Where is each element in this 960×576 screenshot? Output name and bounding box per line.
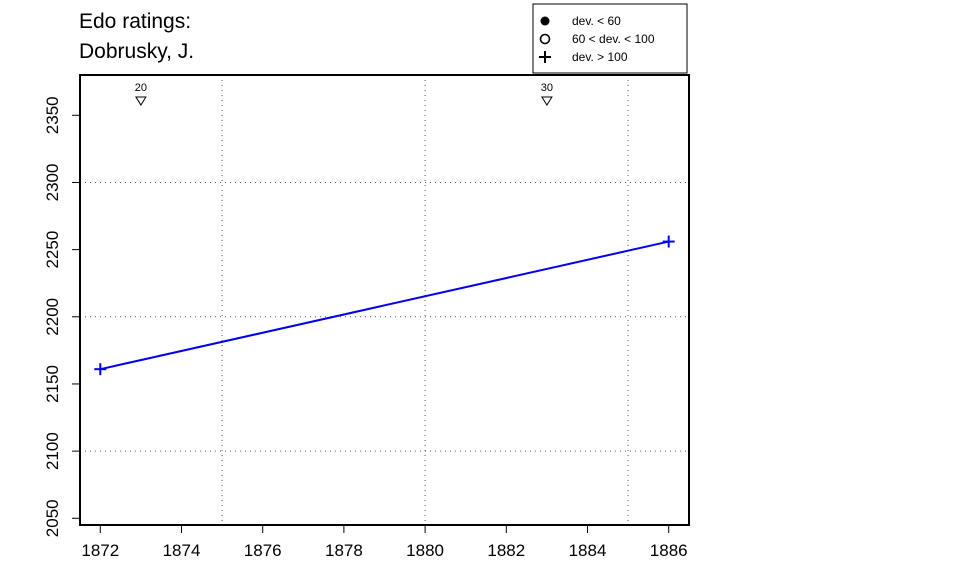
- x-axis: 1872 1874 1876 1878 1880 1882 1884 1886: [81, 524, 688, 560]
- x-tick-label: 1880: [406, 541, 444, 560]
- y-tick-label: 2300: [43, 164, 62, 202]
- x-tick-label: 1886: [650, 541, 688, 560]
- legend-symbol-filled-circle: [540, 16, 550, 26]
- y-axis: 2050 2100 2150 2200 2250 2300 2350: [43, 96, 81, 537]
- legend: dev. < 60 60 < dev. < 100 dev. > 100: [532, 3, 688, 74]
- top-markers: 20 30: [134, 82, 553, 106]
- plot-frame: [79, 74, 690, 526]
- legend-box: [532, 3, 688, 74]
- y-tick-label: 2150: [43, 365, 62, 403]
- y-tick-label: 2050: [43, 499, 62, 537]
- y-tick-label: 2250: [43, 231, 62, 269]
- series-line: [100, 240, 669, 371]
- data-point-plus: [94, 363, 107, 376]
- x-tick-label: 1872: [81, 541, 119, 560]
- x-tick-label: 1874: [163, 541, 201, 560]
- y-tick-label: 2100: [43, 432, 62, 470]
- x-tick-label: 1878: [325, 541, 363, 560]
- y-tick-label: 2350: [43, 96, 62, 134]
- top-marker-triangle: [134, 96, 147, 106]
- legend-symbol-open-circle: [539, 33, 551, 45]
- legend-label: 60 < dev. < 100: [572, 32, 655, 46]
- y-tick-label: 2200: [43, 298, 62, 336]
- chart-title-line-2: Dobrusky, J.: [79, 40, 195, 63]
- x-tick-label: 1876: [244, 541, 282, 560]
- legend-label: dev. < 60: [572, 14, 621, 28]
- data-point-plus: [662, 235, 675, 248]
- chart-title-line-1: Edo ratings:: [79, 10, 192, 33]
- legend-label: dev. > 100: [572, 50, 628, 64]
- series-layer: [94, 235, 675, 376]
- x-tick-label: 1884: [569, 541, 607, 560]
- top-marker-label: 20: [135, 82, 147, 94]
- legend-symbol-plus: [539, 51, 551, 63]
- grid-lines: [80, 75, 689, 525]
- top-marker-label: 30: [541, 82, 553, 94]
- top-marker-triangle: [540, 96, 553, 106]
- x-tick-label: 1882: [487, 541, 525, 560]
